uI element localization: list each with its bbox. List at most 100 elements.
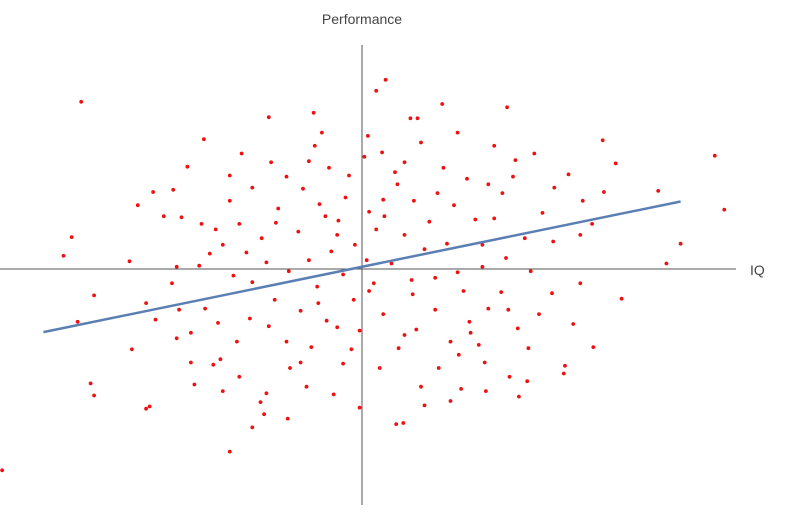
data-point: [343, 195, 348, 200]
data-point: [144, 406, 149, 411]
data-point: [244, 250, 249, 255]
data-point: [367, 289, 371, 293]
data-point: [563, 363, 567, 368]
data-point: [250, 280, 255, 285]
data-point: [402, 333, 407, 337]
data-point: [248, 316, 252, 321]
data-point: [367, 209, 371, 214]
data-point: [199, 222, 204, 226]
data-point: [396, 346, 401, 351]
data-point: [237, 222, 242, 226]
data-point: [537, 312, 541, 316]
data-point: [189, 330, 193, 335]
data-point: [664, 261, 669, 266]
data-point: [515, 326, 520, 331]
data-point: [504, 256, 508, 260]
data-point: [381, 197, 386, 202]
data-point: [590, 222, 594, 226]
data-point: [482, 360, 487, 365]
data-point: [92, 293, 96, 298]
data-point: [532, 151, 537, 156]
data-point: [452, 203, 456, 208]
x-axis-label: IQ: [750, 262, 765, 278]
data-point: [381, 312, 386, 316]
data-point: [401, 421, 406, 425]
data-point: [712, 153, 717, 158]
data-point: [455, 270, 460, 275]
data-point: [578, 281, 583, 286]
data-point: [456, 352, 461, 357]
data-point: [316, 301, 321, 305]
data-point: [336, 218, 341, 223]
data-point: [448, 399, 453, 403]
data-point: [315, 284, 320, 289]
data-point: [448, 339, 453, 344]
y-axis-label: Performance: [322, 11, 402, 27]
data-point: [264, 260, 269, 265]
data-point: [476, 343, 481, 347]
data-point: [284, 174, 289, 179]
data-point: [79, 99, 84, 104]
data-point: [347, 173, 351, 178]
data-point: [600, 138, 605, 143]
data-point: [433, 307, 438, 312]
data-point: [262, 412, 266, 417]
data-point: [177, 307, 182, 312]
data-point: [580, 198, 585, 203]
data-point: [412, 198, 416, 203]
data-point: [380, 150, 384, 155]
data-point: [402, 233, 407, 237]
data-point: [144, 301, 149, 305]
data-point: [422, 403, 427, 408]
data-point: [374, 227, 379, 232]
data-point: [511, 174, 515, 179]
data-point: [272, 297, 277, 302]
data-point: [192, 382, 197, 387]
data-point: [561, 371, 566, 376]
data-point: [276, 206, 281, 211]
data-point: [239, 151, 244, 156]
data-point: [304, 384, 309, 389]
data-point: [440, 102, 445, 106]
data-point: [362, 154, 367, 159]
data-point: [153, 317, 158, 322]
data-point: [351, 297, 356, 302]
data-point: [506, 307, 511, 312]
data-point: [427, 219, 432, 224]
data-point: [591, 345, 596, 349]
data-point: [312, 143, 317, 148]
data-point: [419, 384, 423, 389]
data-point: [374, 88, 379, 93]
data-point: [237, 374, 242, 379]
data-point: [301, 186, 305, 191]
data-point: [566, 172, 571, 177]
data-point: [335, 325, 340, 330]
data-point: [393, 170, 397, 175]
data-point: [227, 173, 232, 178]
data-point: [383, 77, 388, 82]
data-point: [441, 165, 446, 170]
data-point: [127, 259, 132, 264]
data-point: [324, 318, 329, 323]
data-point: [415, 116, 420, 121]
data-point: [395, 182, 400, 187]
data-point: [613, 161, 618, 166]
data-point: [170, 281, 174, 286]
data-point: [480, 242, 485, 247]
data-point: [189, 360, 193, 365]
data-point: [402, 160, 407, 165]
data-point: [484, 389, 488, 393]
data-point: [410, 292, 415, 297]
data-point: [317, 202, 322, 207]
data-point: [216, 321, 220, 325]
data-point: [130, 347, 134, 352]
data-point: [298, 308, 303, 313]
data-point: [284, 339, 289, 344]
data-point: [473, 217, 478, 222]
data-point: [211, 362, 216, 367]
data-point: [540, 211, 545, 215]
data-point: [353, 242, 357, 247]
data-point: [507, 374, 512, 379]
data-point: [522, 236, 527, 241]
data-point: [389, 261, 394, 266]
